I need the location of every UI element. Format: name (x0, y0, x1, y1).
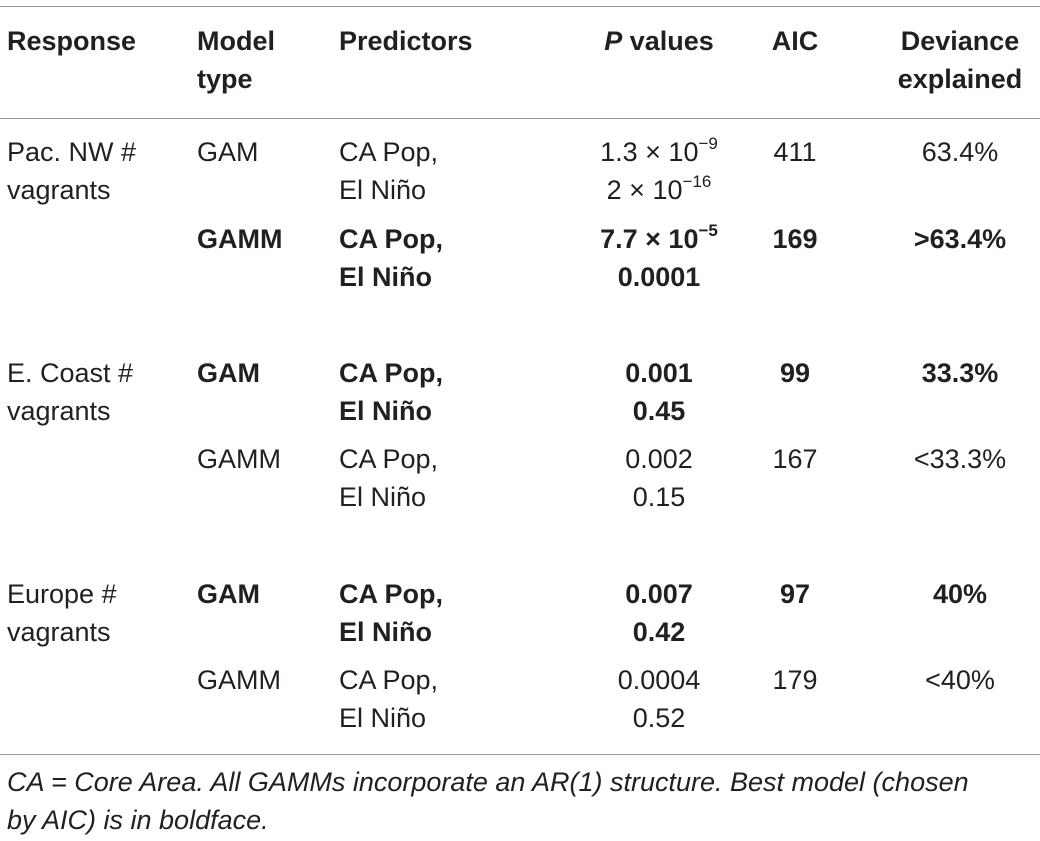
row6-deviance: <40% (925, 665, 995, 695)
row5-response: Europe # vagrants (7, 575, 117, 651)
row2-aic: 169 (772, 224, 818, 254)
row1-response-line2: vagrants (7, 175, 111, 205)
row6-model: GAMM (197, 665, 281, 695)
row1-pred-line1: CA Pop, (339, 137, 439, 167)
row6-p1: 0.0004 (617, 665, 701, 695)
row5-predictors: CA Pop, El Niño (339, 575, 443, 651)
row2-deviance: >63.4% (913, 224, 1007, 254)
row5-pred-line2: El Niño (339, 617, 432, 647)
row3-p2: 0.45 (632, 396, 686, 426)
row5-p1: 0.007 (625, 579, 693, 609)
row2-pvalues: 7.7 × 10−5 0.0001 (540, 220, 778, 296)
header-response: Response (7, 26, 137, 56)
row3-predictors: CA Pop, El Niño (339, 354, 443, 430)
row5-response-line2: vagrants (7, 617, 111, 647)
row6-pred-line2: El Niño (339, 703, 427, 733)
row1-predictors: CA Pop, El Niño (339, 133, 438, 209)
row5-aic: 97 (779, 579, 811, 609)
header-deviance: Deviance explained (880, 22, 1040, 98)
header-model-type: Model type (197, 22, 275, 98)
row2-p1-exp: −5 (698, 221, 718, 240)
row4-predictors: CA Pop, El Niño (339, 440, 438, 516)
row4-pred-line2: El Niño (339, 482, 427, 512)
row1-response: Pac. NW # vagrants (7, 133, 136, 209)
row2-p2: 0.0001 (617, 262, 701, 292)
row1-p2-base: 2 × 10 (606, 175, 683, 205)
row5-response-line1: Europe # (7, 579, 117, 609)
row6-p2: 0.52 (632, 703, 686, 733)
row6-predictors: CA Pop, El Niño (339, 661, 438, 737)
header-p-values: P values (540, 22, 778, 60)
header-model-type-line1: Model (197, 26, 275, 56)
row3-model: GAM (197, 358, 260, 388)
row1-p1-base: 1.3 × 10 (600, 137, 699, 167)
row4-aic: 167 (772, 444, 818, 474)
row4-deviance: <33.3% (913, 444, 1007, 474)
row3-pred-line2: El Niño (339, 396, 432, 426)
row3-p1: 0.001 (625, 358, 693, 388)
table-footnote: CA = Core Area. All GAMMs incorporate an… (7, 763, 1037, 839)
row2-p1-base: 7.7 × 10 (600, 224, 699, 254)
header-deviance-line1: Deviance (900, 26, 1020, 56)
row4-model: GAMM (197, 444, 281, 474)
top-rule (0, 6, 1040, 7)
header-model-type-line2: type (197, 64, 253, 94)
row1-deviance: 63.4% (921, 137, 999, 167)
header-p-rest: values (622, 26, 714, 56)
row2-pred-line2: El Niño (339, 262, 432, 292)
row1-pvalues: 1.3 × 10−9 2 × 10−16 (540, 133, 778, 209)
row2-predictors: CA Pop, El Niño (339, 220, 443, 296)
row1-response-line1: Pac. NW # (7, 137, 137, 167)
row6-aic: 179 (772, 665, 818, 695)
header-predictors: Predictors (339, 26, 473, 56)
row1-p2: 2 × 10−16 (540, 171, 778, 209)
row5-p2: 0.42 (632, 617, 686, 647)
row2-pred-line1: CA Pop, (339, 224, 443, 254)
header-rule (0, 118, 1040, 119)
row1-aic: 411 (773, 137, 817, 167)
row4-pred-line1: CA Pop, (339, 444, 439, 474)
row2-p1: 7.7 × 10−5 (540, 220, 778, 258)
row1-p1: 1.3 × 10−9 (540, 133, 778, 171)
row4-p1: 0.002 (625, 444, 693, 474)
header-aic: AIC (771, 26, 819, 56)
row5-deviance: 40% (932, 579, 988, 609)
row3-pred-line1: CA Pop, (339, 358, 443, 388)
row2-model: GAMM (197, 224, 283, 254)
bottom-rule (0, 754, 1040, 755)
row5-pvalues: 0.007 0.42 (540, 575, 778, 651)
row6-pred-line1: CA Pop, (339, 665, 439, 695)
row1-pred-line2: El Niño (339, 175, 427, 205)
row5-pred-line1: CA Pop, (339, 579, 443, 609)
row1-p1-exp: −9 (698, 134, 718, 153)
row4-pvalues: 0.002 0.15 (540, 440, 778, 516)
row1-p2-exp: −16 (682, 172, 712, 191)
row3-response-line1: E. Coast # (7, 358, 134, 388)
row4-p2: 0.15 (632, 482, 686, 512)
row3-pvalues: 0.001 0.45 (540, 354, 778, 430)
footnote-line2: by AIC) is in boldface. (7, 805, 269, 835)
row1-model: GAM (197, 137, 259, 167)
row3-aic: 99 (779, 358, 811, 388)
row3-deviance: 33.3% (921, 358, 999, 388)
header-deviance-line2: explained (897, 64, 1023, 94)
row5-model: GAM (197, 579, 260, 609)
row3-response: E. Coast # vagrants (7, 354, 133, 430)
row3-response-line2: vagrants (7, 396, 111, 426)
footnote-line1: CA = Core Area. All GAMMs incorporate an… (7, 767, 969, 797)
header-p-italic: P (604, 26, 623, 56)
row6-pvalues: 0.0004 0.52 (540, 661, 778, 737)
